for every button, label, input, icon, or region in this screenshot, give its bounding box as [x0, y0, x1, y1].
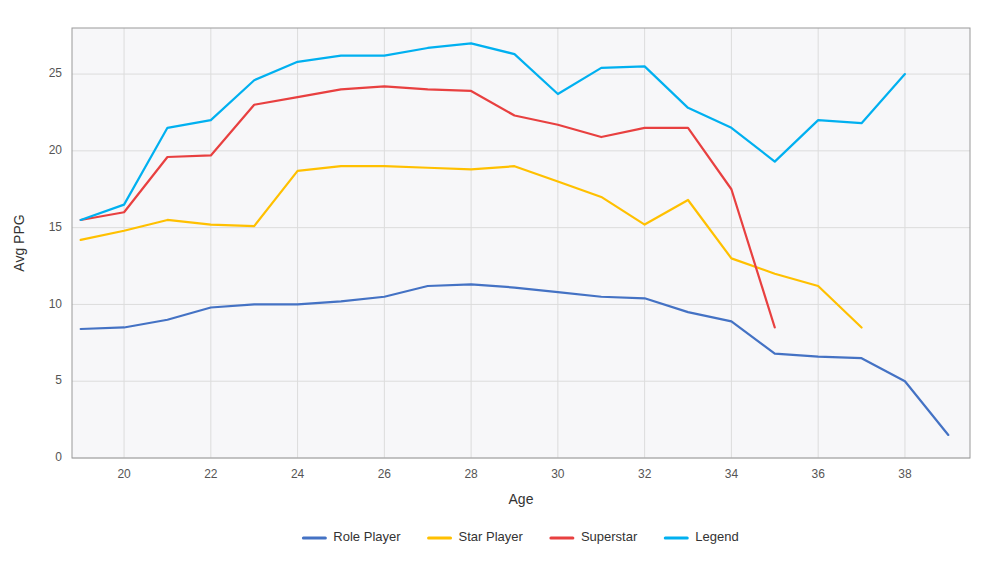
- x-tick-label: 32: [638, 467, 652, 481]
- grid-line: [297, 28, 298, 458]
- legend-item: Star Player: [429, 529, 524, 544]
- y-axis-label: Avg PPG: [11, 214, 27, 271]
- grid-line: [72, 74, 970, 75]
- grid-line: [72, 150, 970, 151]
- series-line: [81, 166, 862, 327]
- grid-line: [818, 28, 819, 458]
- series-line: [81, 86, 775, 327]
- legend: Role Player Star Player Superstar Legend: [303, 529, 738, 544]
- legend-swatch: [551, 537, 573, 540]
- grid-line: [384, 28, 385, 458]
- grid-line: [210, 28, 211, 458]
- grid-line: [644, 28, 645, 458]
- x-tick-label: 36: [811, 467, 825, 481]
- x-tick-label: 30: [551, 467, 565, 481]
- grid-line: [904, 28, 905, 458]
- legend-item: Superstar: [551, 529, 638, 544]
- y-tick-label: 25: [49, 66, 63, 80]
- series-line: [81, 43, 905, 220]
- legend-label: Role Player: [333, 529, 401, 544]
- grid-line: [124, 28, 125, 458]
- tick-labels: 0 5 10 15 20 25 20 22 24 26 28 30 32 34 36 38: [49, 66, 912, 481]
- legend-item: Role Player: [303, 529, 401, 544]
- x-tick-label: 26: [378, 467, 392, 481]
- grid-line: [471, 28, 472, 458]
- series-lines: [81, 43, 949, 435]
- y-tick-label: 20: [49, 143, 63, 157]
- x-tick-label: 34: [725, 467, 739, 481]
- legend-item: Legend: [665, 529, 738, 544]
- x-tick-label: 20: [117, 467, 131, 481]
- plot-area: [72, 28, 970, 458]
- grid-line: [72, 227, 970, 228]
- y-tick-label: 0: [55, 450, 62, 464]
- legend-swatch: [303, 537, 325, 540]
- grid-line: [72, 304, 970, 305]
- grid-line: [72, 381, 970, 382]
- y-tick-label: 10: [49, 297, 63, 311]
- x-tick-label: 24: [291, 467, 305, 481]
- legend-label: Superstar: [581, 529, 638, 544]
- y-tick-label: 5: [55, 373, 62, 387]
- x-tick-label: 22: [204, 467, 218, 481]
- x-tick-label: 28: [464, 467, 478, 481]
- x-axis-label: Age: [509, 491, 534, 507]
- legend-swatch: [665, 537, 687, 540]
- y-tick-label: 15: [49, 220, 63, 234]
- series-line: [81, 284, 949, 435]
- chart: 0 5 10 15 20 25 20 22 24 26 28 30 32 34 36 38 Age Avg PPG…: [0, 0, 1000, 568]
- legend-label: Legend: [695, 529, 738, 544]
- grid: [72, 28, 970, 458]
- grid-line: [731, 28, 732, 458]
- plot-frame: [72, 28, 970, 458]
- legend-swatch: [429, 537, 451, 540]
- legend-label: Star Player: [459, 529, 524, 544]
- x-tick-label: 38: [898, 467, 912, 481]
